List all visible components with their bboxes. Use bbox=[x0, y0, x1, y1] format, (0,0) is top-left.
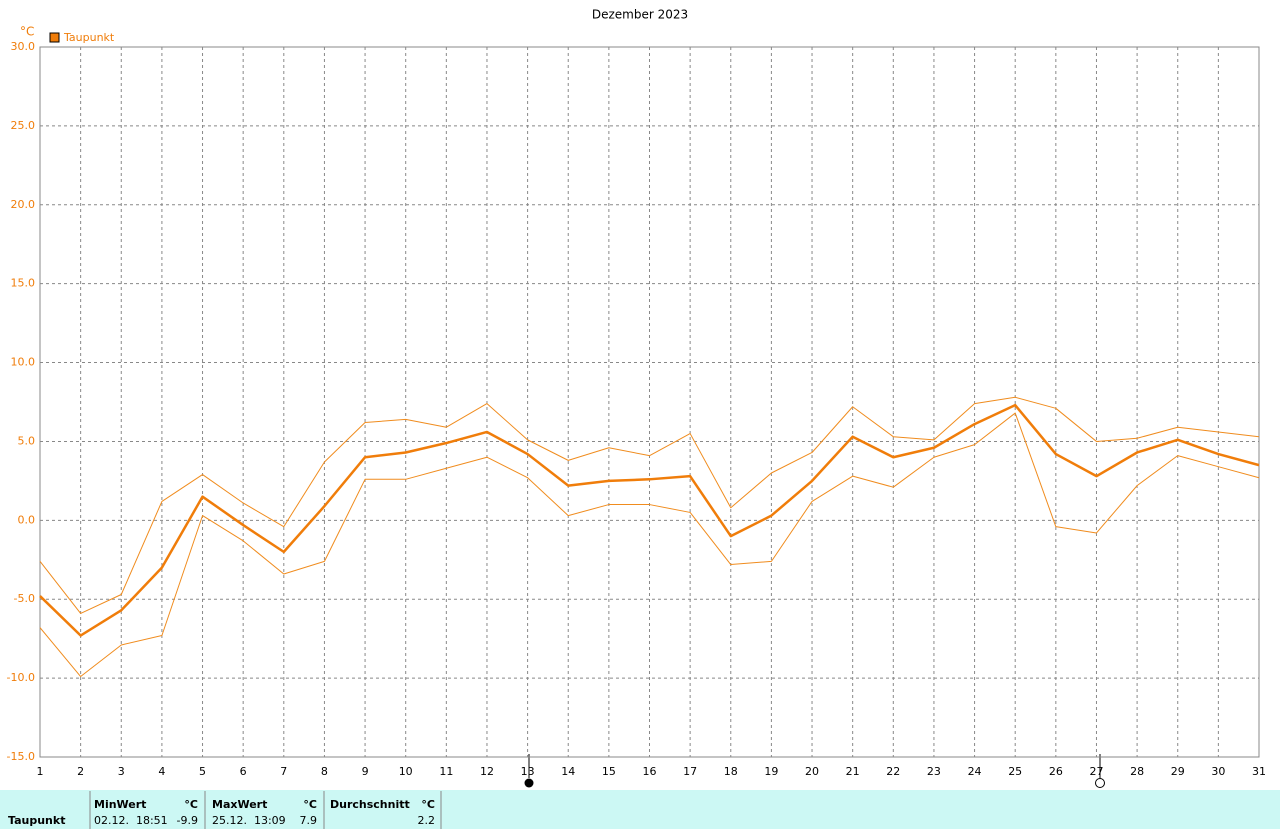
chart-title: Dezember 2023 bbox=[592, 8, 688, 22]
y-tick-label: 15.0 bbox=[11, 277, 36, 290]
series-line bbox=[39, 412, 1260, 678]
y-tick-label: 20.0 bbox=[11, 198, 36, 211]
legend-swatch bbox=[49, 32, 60, 43]
x-tick-label: 24 bbox=[968, 765, 982, 778]
x-tick-label: 16 bbox=[643, 765, 657, 778]
x-tick-label: 25 bbox=[1008, 765, 1022, 778]
x-tick-label: 31 bbox=[1252, 765, 1266, 778]
x-tick-label: 8 bbox=[321, 765, 328, 778]
y-tick-label: 30.0 bbox=[11, 40, 36, 53]
y-tick-label: -5.0 bbox=[14, 592, 35, 605]
y-unit: °C bbox=[20, 25, 34, 39]
y-tick-label: 10.0 bbox=[11, 356, 36, 369]
y-tick-label: 25.0 bbox=[11, 119, 36, 132]
col-unit: °C bbox=[303, 798, 317, 811]
x-tick-label: 3 bbox=[118, 765, 125, 778]
y-tick-label: -15.0 bbox=[7, 750, 35, 763]
y-tick-label: 0.0 bbox=[18, 513, 36, 526]
summary-table: Taupunkt MinWert °C 02.12. 18:51 -9.9 Ma… bbox=[8, 791, 442, 829]
col-header: Durchschnitt bbox=[330, 798, 410, 811]
x-tick-label: 18 bbox=[724, 765, 738, 778]
x-tick-label: 12 bbox=[480, 765, 494, 778]
x-tick-label: 13 bbox=[521, 765, 535, 778]
summary-band bbox=[0, 790, 1280, 829]
col-unit: °C bbox=[184, 798, 198, 811]
plot-border bbox=[39, 46, 1260, 758]
col-unit: °C bbox=[421, 798, 435, 811]
series-line bbox=[39, 396, 1260, 614]
y-tick-label: 5.0 bbox=[18, 434, 36, 447]
x-tick-label: 23 bbox=[927, 765, 941, 778]
x-tick-label: 10 bbox=[399, 765, 413, 778]
x-tick-label: 19 bbox=[764, 765, 778, 778]
x-tick-label: 5 bbox=[199, 765, 206, 778]
y-tick-label: -10.0 bbox=[7, 671, 35, 684]
series-line bbox=[39, 403, 1260, 637]
x-tick-label: 21 bbox=[846, 765, 860, 778]
x-tick-label: 28 bbox=[1130, 765, 1144, 778]
col-time: 25.12. 13:09 bbox=[212, 814, 286, 827]
col-value: -9.9 bbox=[177, 814, 198, 827]
full-moon-icon bbox=[1095, 778, 1105, 788]
col-value: 2.2 bbox=[418, 814, 436, 827]
col-header: MinWert bbox=[94, 798, 146, 811]
col-time: 02.12. 18:51 bbox=[94, 814, 168, 827]
x-tick-label: 17 bbox=[683, 765, 697, 778]
x-tick-label: 9 bbox=[362, 765, 369, 778]
legend-label: Taupunkt bbox=[63, 31, 115, 44]
x-tick-label: 30 bbox=[1211, 765, 1225, 778]
x-tick-label: 6 bbox=[240, 765, 247, 778]
row-label: Taupunkt bbox=[8, 814, 65, 827]
x-tick-label: 26 bbox=[1049, 765, 1063, 778]
x-tick-label: 20 bbox=[805, 765, 819, 778]
x-tick-label: 2 bbox=[77, 765, 84, 778]
x-tick-label: 7 bbox=[280, 765, 287, 778]
x-tick-label: 4 bbox=[158, 765, 165, 778]
x-tick-label: 15 bbox=[602, 765, 616, 778]
x-tick-label: 14 bbox=[561, 765, 575, 778]
x-tick-label: 22 bbox=[886, 765, 900, 778]
x-tick-label: 27 bbox=[1089, 765, 1103, 778]
col-value: 7.9 bbox=[300, 814, 318, 827]
x-tick-label: 29 bbox=[1171, 765, 1185, 778]
x-tick-label: 11 bbox=[439, 765, 453, 778]
col-header: MaxWert bbox=[212, 798, 267, 811]
new-moon-icon bbox=[524, 778, 534, 788]
x-tick-label: 1 bbox=[37, 765, 44, 778]
